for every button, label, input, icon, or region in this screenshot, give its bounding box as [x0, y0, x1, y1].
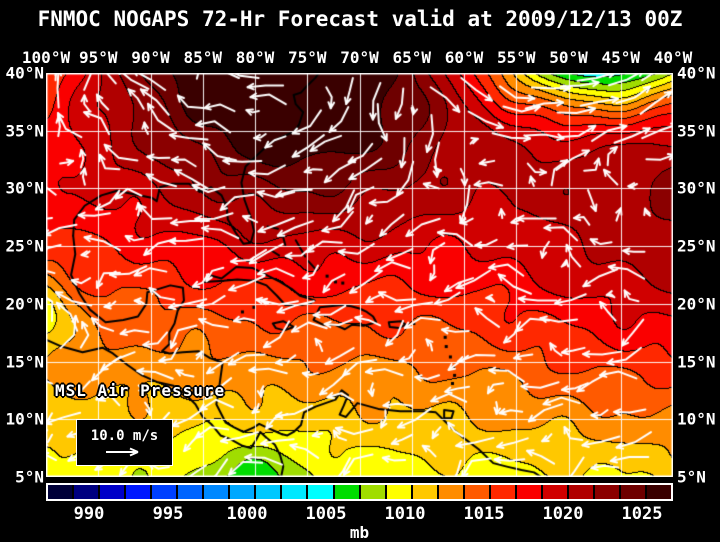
colorbar-cell — [282, 485, 307, 499]
lon-tick-label: 45°W — [601, 48, 641, 67]
colorbar-tick-label: 1005 — [305, 504, 347, 524]
lat-tick-label-right: 10°N — [677, 409, 716, 429]
lat-tick-label-right: 30°N — [677, 178, 716, 198]
lon-tick-label: 75°W — [287, 48, 327, 67]
colorbar-tick-label: 990 — [73, 504, 105, 524]
colorbar-cell — [48, 485, 73, 499]
lat-tick-label-right: 35°N — [677, 121, 716, 141]
lon-tick-label: 100°W — [21, 48, 71, 67]
lat-tick-label-left: 30°N — [5, 178, 44, 198]
lon-tick-label: 55°W — [496, 48, 536, 67]
colorbar-tick-label: 1025 — [621, 504, 663, 524]
colorbar-cell — [126, 485, 151, 499]
colorbar-cell — [568, 485, 593, 499]
colorbar-cell — [100, 485, 125, 499]
wind-scale-value: 10.0 m/s — [90, 428, 159, 444]
colorbar-cell — [516, 485, 541, 499]
lat-tick-label-left: 20°N — [5, 294, 44, 314]
colorbar — [46, 483, 673, 501]
colorbar-cell — [74, 485, 99, 499]
lon-tick-label: 60°W — [444, 48, 484, 67]
lat-tick-label-left: 10°N — [5, 409, 44, 429]
lat-tick-label-right: 15°N — [677, 352, 716, 372]
colorbar-cell — [621, 485, 646, 499]
colorbar-cell — [204, 485, 229, 499]
lon-tick-label: 70°W — [340, 48, 379, 67]
lon-tick-label: 50°W — [549, 48, 588, 67]
lat-tick-label-left: 35°N — [5, 121, 44, 141]
lat-tick-label-left: 25°N — [5, 236, 44, 256]
colorbar-tick-label: 1000 — [226, 504, 268, 524]
colorbar-cell — [178, 485, 203, 499]
wind-scale-arrow-icon — [105, 447, 138, 457]
colorbar-cell — [386, 485, 411, 499]
colorbar-unit-label: mb — [349, 523, 370, 542]
lat-tick-label-right: 5°N — [677, 467, 706, 487]
colorbar-tick-label: 1020 — [542, 504, 584, 524]
colorbar-cell — [490, 485, 515, 499]
colorbar-cell — [360, 485, 385, 499]
lat-tick-label-right: 40°N — [677, 63, 716, 83]
lon-tick-label: 85°W — [183, 48, 223, 67]
field-label: MSL Air Pressure — [55, 381, 226, 400]
colorbar-cell — [647, 485, 672, 499]
colorbar-tick-label: 995 — [152, 504, 184, 524]
colorbar-cell — [542, 485, 567, 499]
lat-tick-label-right: 20°N — [677, 294, 716, 314]
colorbar-cell — [230, 485, 255, 499]
colorbar-tick-label: 1015 — [463, 504, 505, 524]
colorbar-tick-label: 1010 — [384, 504, 426, 524]
lon-tick-label: 90°W — [131, 48, 170, 67]
lat-tick-label-right: 25°N — [677, 236, 716, 256]
colorbar-cell — [438, 485, 463, 499]
colorbar-cell — [256, 485, 281, 499]
lat-tick-label-left: 15°N — [5, 352, 44, 372]
colorbar-cell — [308, 485, 333, 499]
lat-tick-label-left: 40°N — [5, 63, 44, 83]
colorbar-cell — [412, 485, 437, 499]
wind-scale-legend: 10.0 m/s — [76, 419, 173, 466]
lon-tick-label: 80°W — [235, 48, 275, 67]
pressure-map-canvas — [46, 73, 673, 477]
page-title: FNMOC NOGAPS 72-Hr Forecast valid at 200… — [37, 7, 683, 31]
lat-tick-label-left: 5°N — [15, 467, 44, 487]
lon-tick-label: 95°W — [78, 48, 118, 67]
colorbar-cell — [594, 485, 620, 499]
colorbar-cell — [334, 485, 359, 499]
lon-tick-label: 40°W — [653, 48, 693, 67]
lon-tick-label: 65°W — [392, 48, 432, 67]
colorbar-cell — [152, 485, 177, 499]
colorbar-cell — [464, 485, 489, 499]
